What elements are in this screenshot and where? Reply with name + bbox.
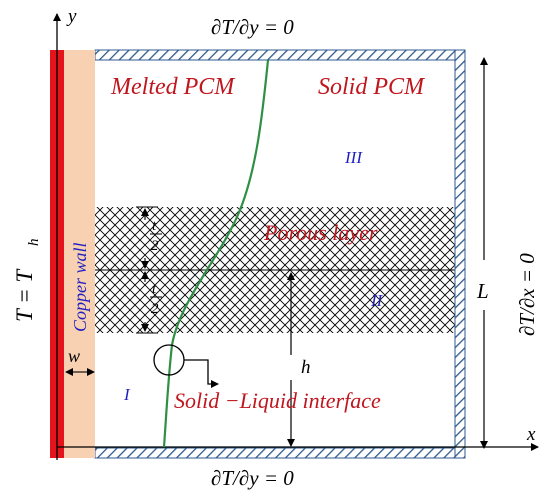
bc-right-label: ∂T/∂x = 0 — [515, 253, 539, 336]
bottom-wall — [94, 447, 456, 459]
bc-left-subscript: h — [26, 239, 42, 247]
interface-label: Solid −Liquid interface — [174, 388, 381, 413]
dim-t-lower-num: t — [152, 281, 157, 297]
porous-layer-label: Porous layer — [263, 220, 378, 245]
melted-pcm-label: Melted PCM — [110, 74, 236, 100]
dim-t-upper-fraction: t 2 — [150, 218, 162, 254]
dim-L-label: L — [476, 279, 489, 303]
region-II-label: II — [370, 291, 384, 310]
y-axis-label: y — [66, 6, 77, 27]
dim-w-label: w — [68, 346, 80, 366]
dim-t-upper-den: 2 — [151, 238, 159, 254]
bc-bottom-label: ∂T/∂y = 0 — [211, 466, 294, 490]
copper-wall — [64, 50, 95, 458]
bc-left-label-group: T = T h — [12, 239, 42, 323]
dim-t-lower-fraction: t 2 — [150, 281, 162, 317]
right-wall — [454, 49, 466, 459]
dim-t-upper-num: t — [152, 218, 157, 234]
region-I-label: I — [123, 385, 131, 404]
solid-pcm-label: Solid PCM — [318, 74, 426, 100]
x-axis-label: x — [526, 424, 536, 445]
dim-h-label: h — [301, 357, 311, 378]
copper-wall-label: Copper wall — [70, 242, 90, 332]
interface-callout-arrow — [184, 359, 219, 388]
region-III-label: III — [344, 148, 363, 167]
bc-left-label: T = T — [12, 268, 37, 322]
dim-t-lower-den: 2 — [151, 301, 159, 317]
top-wall — [94, 49, 456, 61]
interface-curve — [162, 59, 270, 448]
bc-top-label: ∂T/∂y = 0 — [211, 15, 294, 39]
